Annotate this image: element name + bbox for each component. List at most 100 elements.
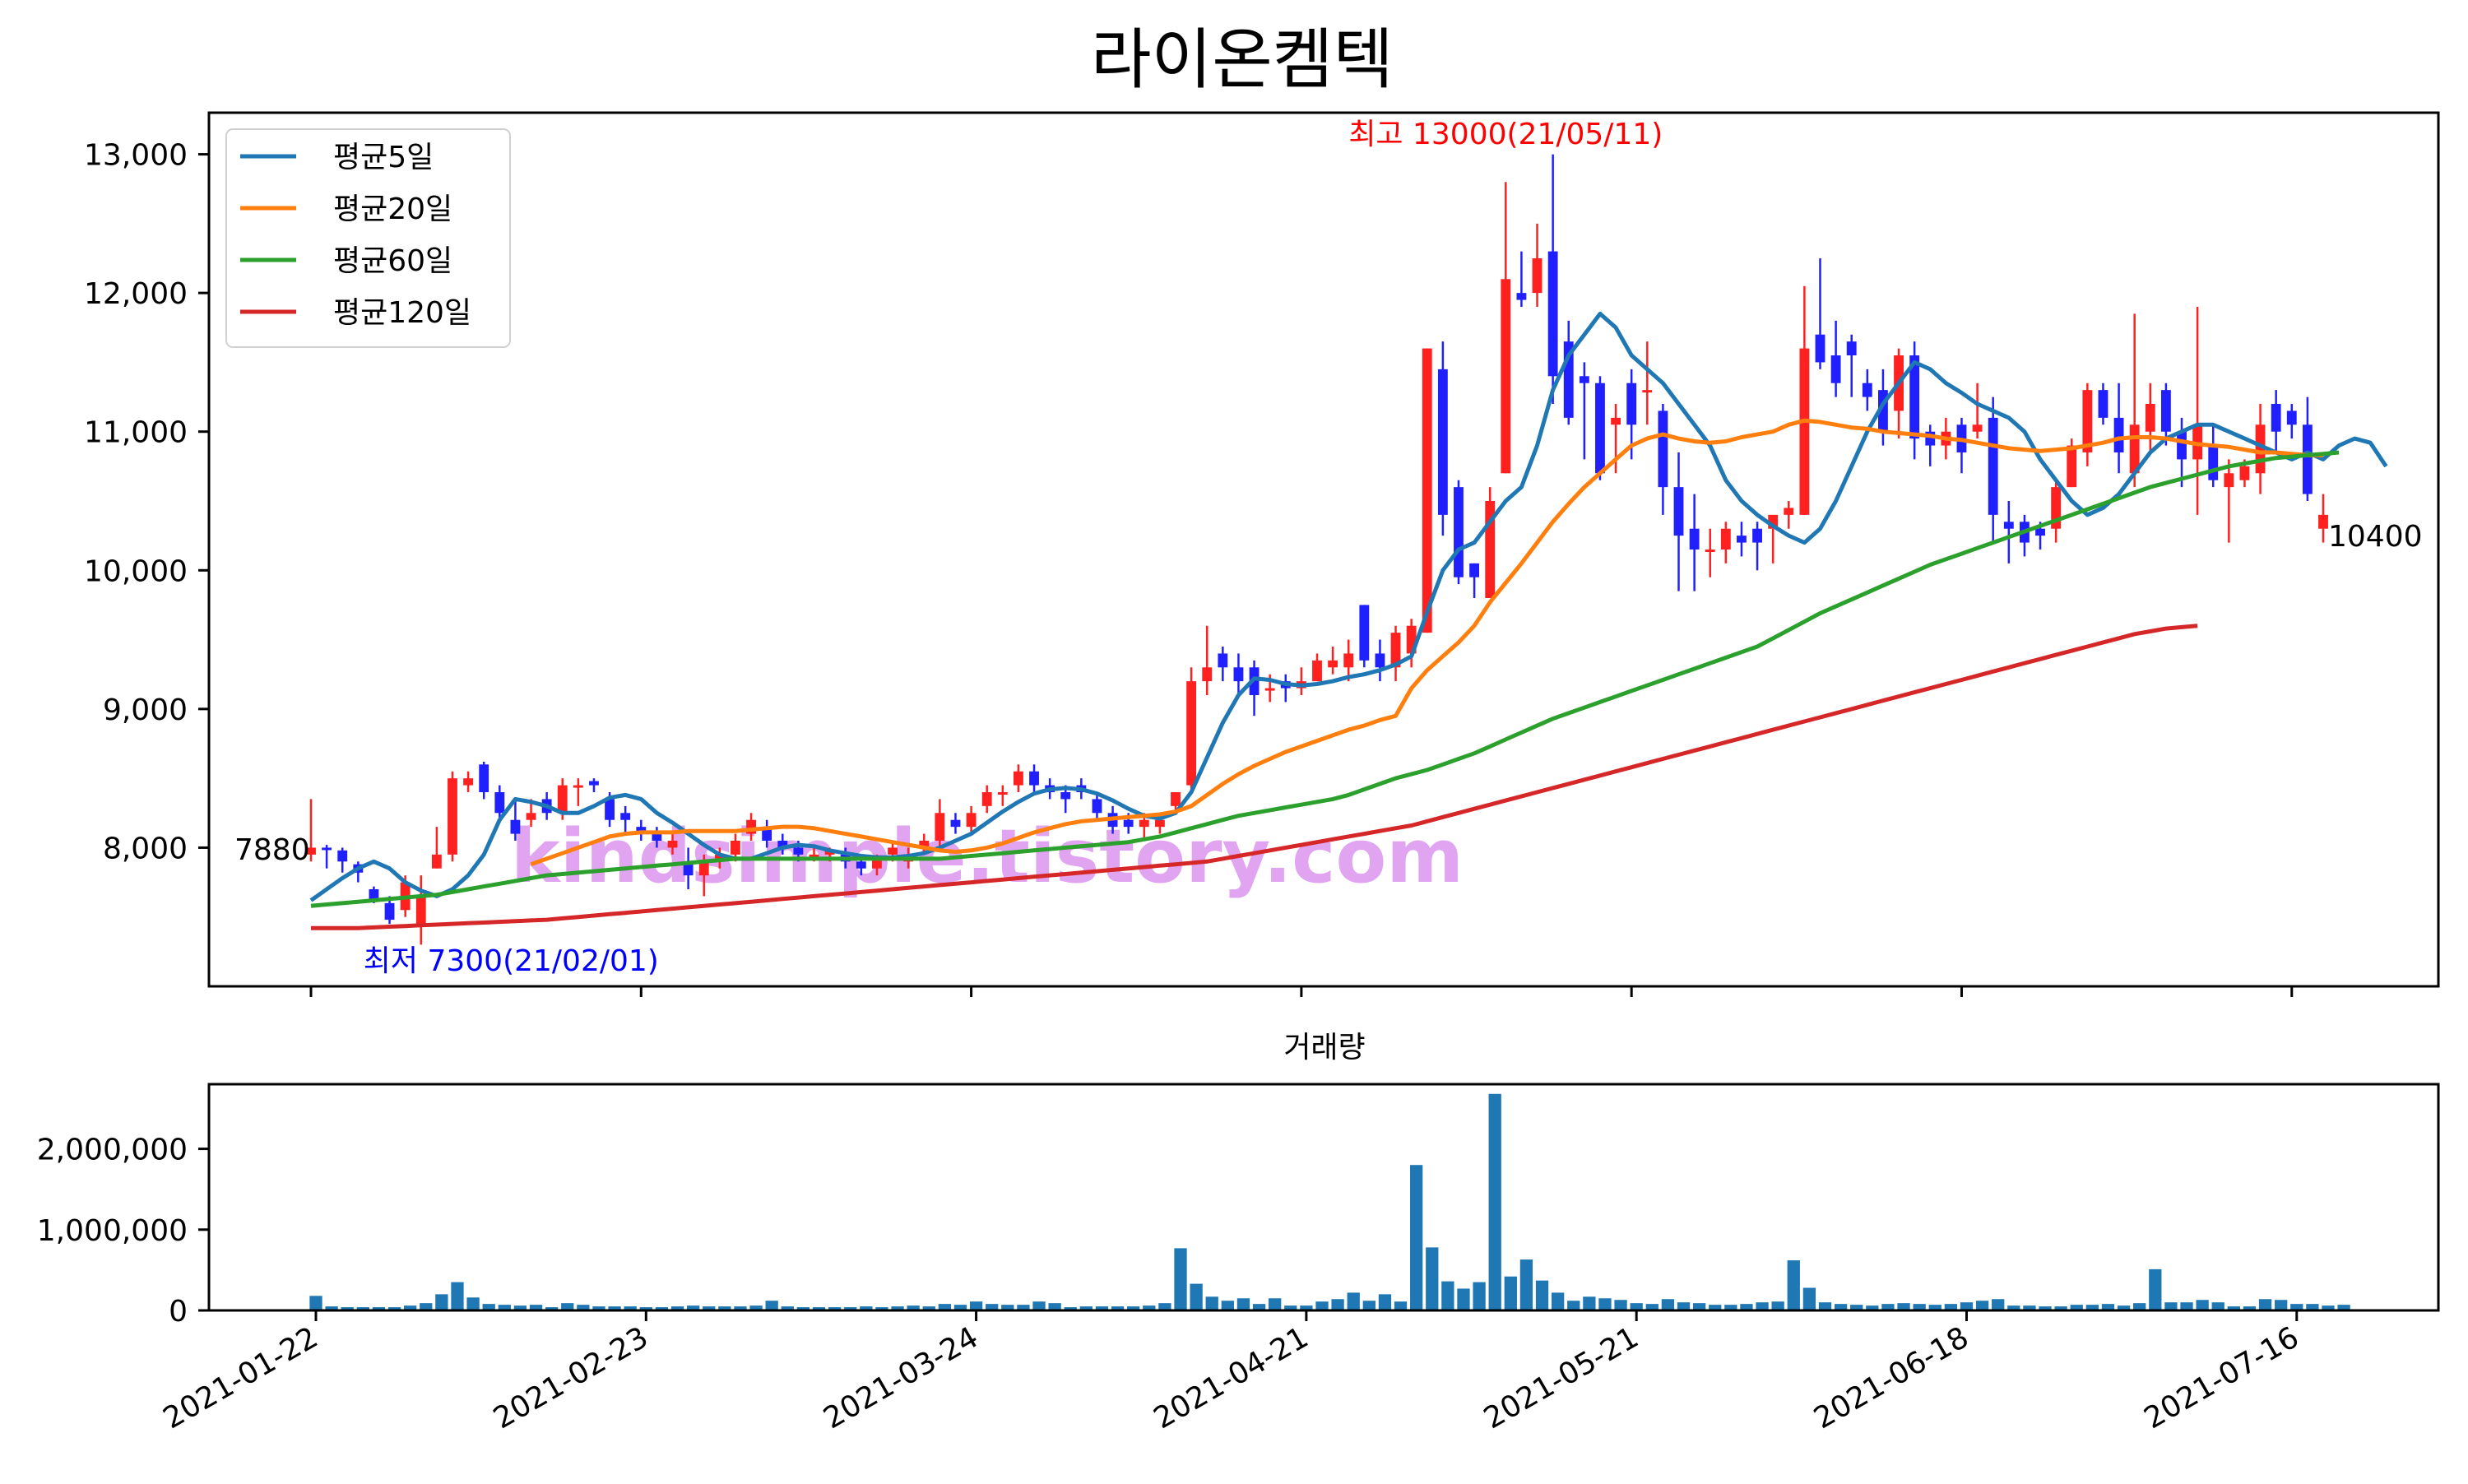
candle-body: [463, 778, 474, 786]
candle-body: [1579, 376, 1589, 383]
price-tick-label: 9,000: [103, 693, 188, 727]
candle-body: [573, 785, 583, 788]
candle-body: [2145, 404, 2155, 432]
volume-bar: [1315, 1301, 1329, 1310]
volume-bar: [2070, 1305, 2083, 1310]
volume-bar: [1598, 1298, 1612, 1310]
volume-bar: [1473, 1282, 1486, 1310]
volume-bar: [1252, 1304, 1266, 1310]
candle-body: [636, 827, 647, 834]
volume-bar: [781, 1306, 794, 1310]
watermark: kindsimple.tistory.com: [511, 814, 1464, 900]
volume-bar: [639, 1307, 652, 1310]
volume-bar: [2007, 1305, 2020, 1310]
candle-body: [2160, 390, 2171, 432]
volume-bar: [986, 1304, 999, 1310]
candle-body: [1437, 369, 1448, 515]
low-annotation: 최저 7300(21/02/01): [364, 944, 659, 978]
candle-body: [1202, 667, 1213, 682]
candle-body: [369, 889, 379, 901]
volume-bar: [1394, 1301, 1408, 1310]
candle-body: [1862, 383, 1872, 397]
volume-bar: [2196, 1300, 2209, 1310]
candle-body: [1799, 348, 1810, 515]
volume-bar: [325, 1306, 338, 1310]
volume-bar: [670, 1306, 684, 1310]
candle-body: [2003, 522, 2014, 529]
volume-bar: [1567, 1301, 1580, 1310]
volume-bar: [577, 1305, 590, 1310]
candle-body: [1422, 348, 1432, 633]
volume-bar: [482, 1304, 495, 1310]
volume-bar: [1818, 1302, 1832, 1310]
volume-bar: [1771, 1301, 1784, 1310]
volume-bar: [1426, 1247, 1439, 1310]
price-tick-label: 12,000: [84, 277, 188, 311]
volume-bar: [592, 1306, 605, 1310]
volume-bars: [309, 1093, 2350, 1310]
candle-body: [1563, 341, 1574, 418]
volume-bar: [1190, 1283, 1203, 1310]
candle-body: [448, 778, 457, 855]
volume-bar: [655, 1307, 669, 1310]
volume-bar: [513, 1305, 527, 1310]
candle-body: [431, 854, 442, 869]
volume-bar: [1756, 1302, 1769, 1310]
candle-body: [1988, 417, 1998, 515]
volume-bar: [860, 1306, 873, 1310]
volume-bar: [1032, 1301, 1046, 1310]
candle-body: [1689, 528, 1700, 550]
legend-label-ma5: 평균5일: [333, 141, 434, 174]
high-annotation: 최고 13000(21/05/11): [1348, 118, 1663, 151]
candle-body: [1673, 487, 1684, 536]
volume-bar: [608, 1306, 621, 1310]
candle-body: [1768, 514, 1779, 529]
candle-body: [1328, 660, 1338, 668]
candle-body: [2208, 445, 2219, 480]
candle-body: [1830, 355, 1841, 383]
candle-body: [2035, 528, 2045, 536]
volume-bar: [2322, 1305, 2335, 1310]
price-tick-label: 11,000: [84, 416, 188, 450]
volume-bar: [844, 1307, 857, 1310]
last-close-label: 10400: [2328, 520, 2423, 554]
candle-body: [1139, 819, 1149, 828]
volume-bar: [1519, 1259, 1533, 1310]
volume-bar: [1205, 1296, 1218, 1310]
volume-bar: [1095, 1306, 1109, 1310]
volume-bar: [1913, 1304, 1926, 1310]
volume-tick-label: 1,000,000: [37, 1214, 188, 1248]
legend-box: [225, 128, 511, 348]
volume-bar: [1457, 1288, 1470, 1310]
price-panel: 8,000 9,000 10,000 11,000 12,000 13,000 kinds…: [84, 111, 2440, 997]
volume-bar: [1079, 1306, 1093, 1310]
price-axis: 8,000 9,000 10,000 11,000 12,000 13,000: [84, 139, 2294, 997]
volume-bar: [2243, 1306, 2257, 1310]
volume-bar: [624, 1306, 637, 1310]
price-tick-label: 10,000: [84, 554, 188, 588]
volume-bar: [1692, 1303, 1706, 1310]
candle-body: [1123, 819, 1134, 828]
volume-bar: [1001, 1305, 1014, 1310]
candle-body: [1972, 424, 1983, 432]
volume-bar: [1630, 1303, 1643, 1310]
candle-body: [809, 854, 819, 857]
candle-body: [919, 841, 930, 848]
candle-body: [2271, 404, 2281, 432]
volume-bar: [1724, 1305, 1737, 1310]
volume-bar: [686, 1305, 700, 1310]
ma5-line: [309, 311, 2388, 902]
candle-body: [714, 854, 725, 862]
price-tick-label: 8,000: [103, 832, 188, 865]
candle-body: [2192, 424, 2203, 460]
volume-bar: [1866, 1305, 1879, 1310]
candle-body: [1611, 417, 1621, 425]
candle-body: [997, 792, 1008, 795]
candle-body: [494, 792, 505, 814]
candle-body: [2177, 431, 2187, 460]
legend-label-ma20: 평균20일: [333, 192, 452, 226]
volume-bar: [420, 1303, 433, 1310]
candle-body: [1720, 528, 1731, 550]
volume-bar: [498, 1305, 511, 1310]
candle-body: [510, 819, 521, 834]
